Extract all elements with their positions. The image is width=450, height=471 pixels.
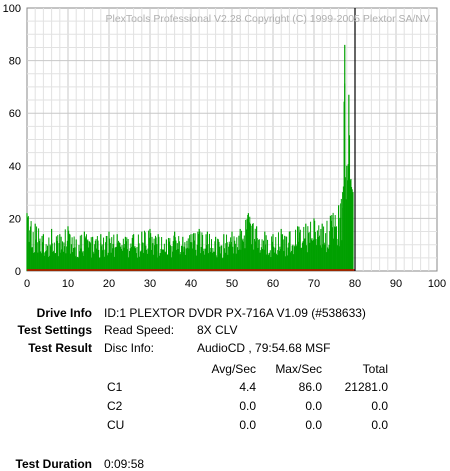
- row-cu-avg: 0.0: [239, 418, 256, 432]
- test-duration-value: 0:09:58: [104, 457, 145, 471]
- test-settings-label: Test Settings: [17, 323, 92, 337]
- row-c2-name: C2: [107, 399, 123, 413]
- chart-title: PlexTools Professional V2.28 Copyright (…: [106, 13, 431, 25]
- test-duration-label: Test Duration: [15, 457, 92, 471]
- x-tick-label: 90: [390, 278, 402, 290]
- row-cu-total: 0.0: [371, 418, 388, 432]
- x-tick-label: 20: [103, 278, 115, 290]
- row-c2-max: 0.0: [305, 399, 322, 413]
- read-speed-label: Read Speed:: [104, 323, 175, 337]
- y-tick-labels: 0 20 40 60 80 100: [3, 3, 21, 278]
- row-c1-total: 21281.0: [344, 380, 388, 394]
- row-cu-name: CU: [107, 418, 125, 432]
- header-total: Total: [362, 362, 388, 376]
- x-tick-label: 10: [62, 278, 74, 290]
- disc-info-label: Disc Info:: [104, 341, 155, 355]
- row-cu-max: 0.0: [305, 418, 322, 432]
- c1-bars: [26, 8, 356, 271]
- row-c1-avg: 4.4: [239, 380, 256, 394]
- row-c2-total: 0.0: [371, 399, 388, 413]
- test-result-label: Test Result: [28, 341, 92, 355]
- y-tick-label: 40: [9, 161, 21, 173]
- row-c1-max: 86.0: [298, 380, 322, 394]
- row-c2-avg: 0.0: [239, 399, 256, 413]
- row-c1-name: C1: [107, 380, 123, 394]
- y-tick-label: 20: [9, 213, 21, 225]
- x-tick-labels: 0 10 20 30 40 50 60 70 80 90 100: [24, 278, 446, 290]
- c1-c2-error-chart: 0 10 20 30 40 50 60 70 80 90 100 0 20 40 60 80 100 Plex…: [3, 3, 447, 290]
- x-tick-label: 70: [308, 278, 320, 290]
- disc-info-value: AudioCD , 79:54.68 MSF: [197, 341, 331, 355]
- drive-info-value: ID:1 PLEXTOR DVDR PX-716A V1.09 (#538633…: [104, 306, 366, 320]
- header-max: Max/Sec: [275, 362, 322, 376]
- x-tick-label: 40: [185, 278, 197, 290]
- x-tick-label: 80: [349, 278, 361, 290]
- x-tick-label: 100: [428, 278, 446, 290]
- x-tick-label: 30: [144, 278, 156, 290]
- x-tick-label: 60: [267, 278, 279, 290]
- y-tick-label: 0: [15, 266, 21, 278]
- y-tick-label: 80: [9, 56, 21, 68]
- y-tick-label: 60: [9, 108, 21, 120]
- y-tick-label: 100: [3, 3, 21, 15]
- x-tick-label: 50: [226, 278, 238, 290]
- x-tick-label: 0: [24, 278, 30, 290]
- read-speed-value: 8X CLV: [197, 323, 238, 337]
- header-avg: Avg/Sec: [211, 362, 256, 376]
- drive-info-label: Drive Info: [36, 306, 92, 320]
